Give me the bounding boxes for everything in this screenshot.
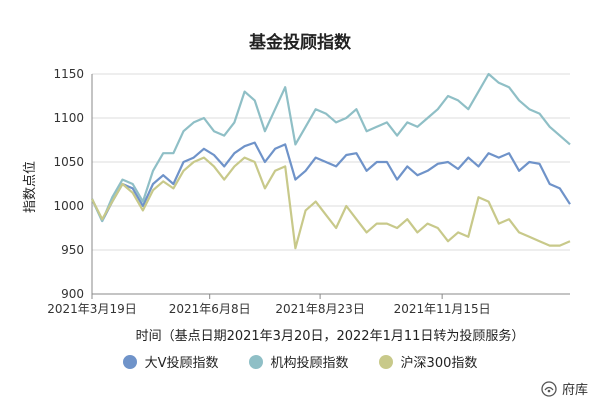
- x-tick-label: 2021年6月8日: [169, 302, 251, 316]
- series-line-2: [91, 156, 571, 250]
- legend-marker-dav: [122, 354, 137, 369]
- x-tick-label: 2021年3月19日: [47, 302, 136, 316]
- y-tick-label: 1050: [53, 155, 84, 169]
- watermark-text: 府库: [561, 383, 588, 398]
- y-tick-label: 1150: [53, 67, 84, 81]
- legend-item-institution[interactable]: 机构投顾指数: [248, 352, 349, 371]
- watermark: 府库: [540, 379, 588, 398]
- legend-item-dav[interactable]: 大V投顾指数: [122, 352, 219, 371]
- legend-item-csi300[interactable]: 沪深300指数: [378, 352, 478, 371]
- x-tick-layer: 2021年3月19日 2021年6月8日 2021年8月23日 2021年11月15日: [47, 294, 491, 316]
- legend-marker-csi300: [378, 354, 393, 369]
- chart-title: 基金投顾指数: [248, 32, 352, 53]
- y-axis-label: 指数点位: [23, 161, 38, 213]
- y-tick-layer: 900 950 1000 1050 1100 1150: [53, 67, 84, 301]
- y-tick-label: 1100: [53, 111, 84, 125]
- y-tick-label: 900: [61, 287, 84, 301]
- series-line-1: [91, 72, 571, 223]
- legend-label-institution: 机构投顾指数: [270, 356, 349, 371]
- series-layer: [91, 72, 571, 250]
- x-tick-label: 2021年11月15日: [394, 302, 491, 316]
- grid-layer: [91, 73, 570, 295]
- wechat-bubble-icon: [541, 380, 557, 397]
- legend-label-dav: 大V投顾指数: [144, 356, 219, 371]
- series-line-0: [91, 141, 571, 223]
- legend-label-csi300: 沪深300指数: [400, 356, 478, 371]
- y-tick-label: 950: [61, 243, 84, 257]
- legend-marker-institution: [248, 354, 263, 369]
- y-tick-label: 1000: [53, 199, 84, 213]
- x-tick-label: 2021年8月23日: [275, 302, 364, 316]
- x-axis-label: 时间（基点日期2021年3月20日，2022年1月11日转为投顾服务）: [136, 328, 525, 344]
- legend: 大V投顾指数 机构投顾指数 沪深300指数: [0, 352, 600, 371]
